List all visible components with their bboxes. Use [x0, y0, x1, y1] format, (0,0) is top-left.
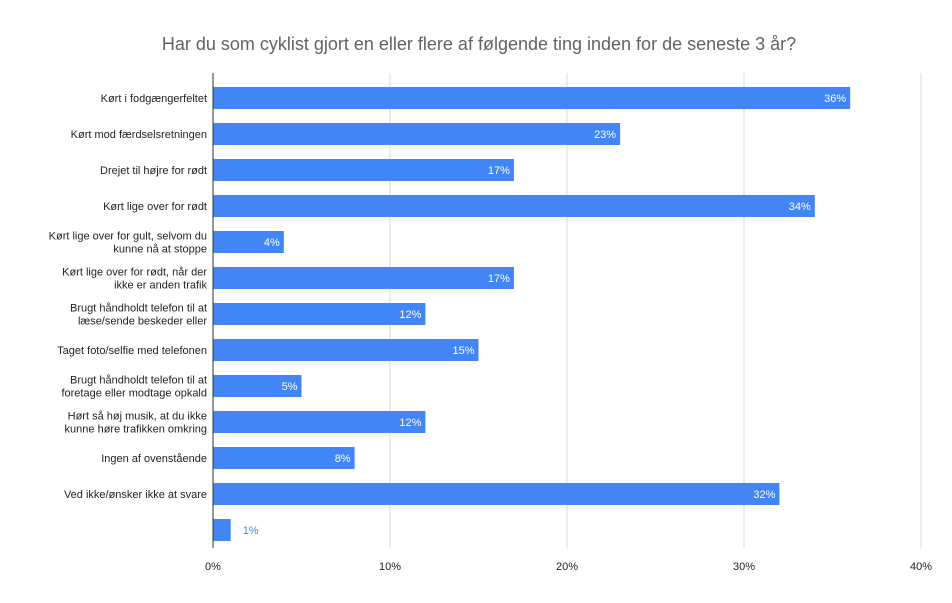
category-label: kunne nå at stoppe	[113, 244, 207, 256]
data-label: 34%	[789, 201, 811, 213]
data-label: 17%	[488, 165, 510, 177]
category-label: Brugt håndholdt telefon til at	[70, 303, 207, 315]
x-tick-label: 30%	[733, 561, 755, 573]
bar	[213, 159, 514, 181]
category-label: Ved ikke/ønsker ikke at svare	[64, 489, 207, 501]
category-label: Hørt så høj musik, at du ikke	[68, 411, 207, 423]
x-axis-ticks: 0% 10% 20% 30% 40%	[205, 561, 932, 573]
category-label: Brugt håndholdt telefon til at	[70, 375, 207, 387]
bar	[213, 303, 426, 325]
data-label: 36%	[824, 93, 846, 105]
category-label: Ingen af ovenstående	[101, 453, 207, 465]
bar	[213, 483, 780, 505]
x-tick-label: 40%	[910, 561, 932, 573]
data-label: 32%	[753, 489, 775, 501]
bars: 36% 23% 17% 34% 4% 17% 12% 15% 5% 12% 8% 32% 1%	[213, 87, 851, 541]
category-label: Kørt i fodgængerfeltet	[101, 93, 207, 105]
category-label: ikke er anden trafik	[114, 280, 207, 292]
category-label: Drejet til højre for rødt	[100, 165, 207, 177]
category-label: foretage eller modtage opkald	[61, 388, 207, 400]
category-labels: Kørt i fodgængerfeltet Kørt mod færdselsr…	[49, 93, 208, 501]
x-tick-label: 20%	[556, 561, 578, 573]
x-tick-label: 10%	[379, 561, 401, 573]
chart-title: Har du som cyklist gjort en eller flere …	[162, 34, 796, 54]
category-label: Kørt lige over for rødt, når der	[62, 267, 207, 279]
data-label: 23%	[594, 129, 616, 141]
category-label: Taget foto/selfie med telefonen	[57, 345, 207, 357]
bar	[213, 411, 426, 433]
data-label: 17%	[488, 273, 510, 285]
x-tick-label: 0%	[205, 561, 221, 573]
category-label: læse/sende beskeder eller	[78, 316, 207, 328]
category-label: Kørt mod færdselsretningen	[71, 129, 207, 141]
data-label: 12%	[399, 417, 421, 429]
category-label: kunne høre trafikken omkring	[65, 424, 207, 436]
data-label: 15%	[452, 345, 474, 357]
bar	[213, 87, 851, 109]
bar	[213, 375, 302, 397]
data-label: 12%	[399, 309, 421, 321]
category-label: Kørt lige over for gult, selvom du	[49, 231, 207, 243]
bar	[213, 519, 231, 541]
data-label: 5%	[282, 381, 298, 393]
bar	[213, 123, 621, 145]
bar	[213, 231, 284, 253]
bar	[213, 195, 815, 217]
bar	[213, 267, 514, 289]
data-label: 4%	[264, 237, 280, 249]
category-label: Kørt lige over for rødt	[103, 201, 207, 213]
data-label: 1%	[243, 525, 259, 537]
bar	[213, 447, 355, 469]
data-label: 8%	[335, 453, 351, 465]
bar	[213, 339, 479, 361]
